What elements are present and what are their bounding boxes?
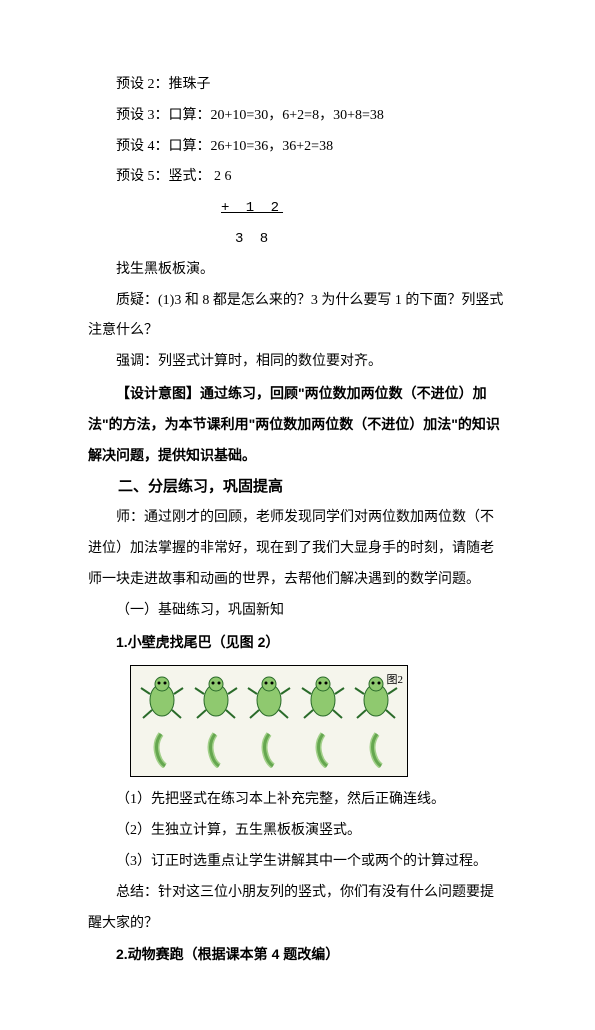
tail-icon [151,732,171,768]
section-2-title: 二、分层练习，巩固提高 [88,470,507,503]
lizard-icon [139,674,185,722]
tail-icon [313,732,333,768]
exercise-2-title: 2.动物赛跑（根据课本第 4 题改编） [88,939,507,970]
preset-4: 预设 4：口算：26+10=36，36+2=38 [88,132,507,163]
vertical-calc-line2: + 1 2 [88,193,507,224]
figure-2: 图2 [130,665,408,777]
step-2: （2）生独立计算，五生黑板板演竖式。 [88,816,507,847]
lizard-icon [300,674,346,722]
tail-icon [367,732,387,768]
tail-icon [259,732,279,768]
vertical-calc-line3: 3 8 [88,224,507,255]
design-intent: 【设计意图】通过练习，回顾"两位数加两位数（不进位）加法"的方法，为本节课利用"… [88,378,507,470]
step-1: （1）先把竖式在练习本上补充完整，然后正确连线。 [88,785,507,816]
body-line-2: 质疑：(1)3 和 8 都是怎么来的？3 为什么要写 1 的下面？列竖式注意什么… [88,286,507,348]
step-3: （3）订正时选重点让学生讲解其中一个或两个的计算过程。 [88,847,507,878]
lizard-row [139,674,399,722]
section-2-intro: 师：通过刚才的回顾，老师发现同学们对两位数加两位数（不进位）加法掌握的非常好，现… [88,503,507,595]
page-container: 预设 2：推珠子 预设 3：口算：20+10=30，6+2=8，30+8=38 … [0,0,595,1030]
subsection-1-title: （一）基础练习，巩固新知 [88,596,507,627]
body-line-1: 找生黑板板演。 [88,255,507,286]
preset-2: 预设 2：推珠子 [88,70,507,101]
exercise-1-title: 1.小壁虎找尾巴（见图 2） [88,627,507,658]
tail-row [151,732,387,768]
tail-icon [205,732,225,768]
lizard-icon [246,674,292,722]
preset-5: 预设 5：竖式： 2 6 [88,162,507,193]
lizard-icon [353,674,399,722]
body-line-3: 强调：列竖式计算时，相同的数位要对齐。 [88,347,507,378]
lizard-icon [193,674,239,722]
preset-3: 预设 3：口算：20+10=30，6+2=8，30+8=38 [88,101,507,132]
summary-line: 总结：针对这三位小朋友列的竖式，你们有没有什么问题要提醒大家的？ [88,878,507,940]
